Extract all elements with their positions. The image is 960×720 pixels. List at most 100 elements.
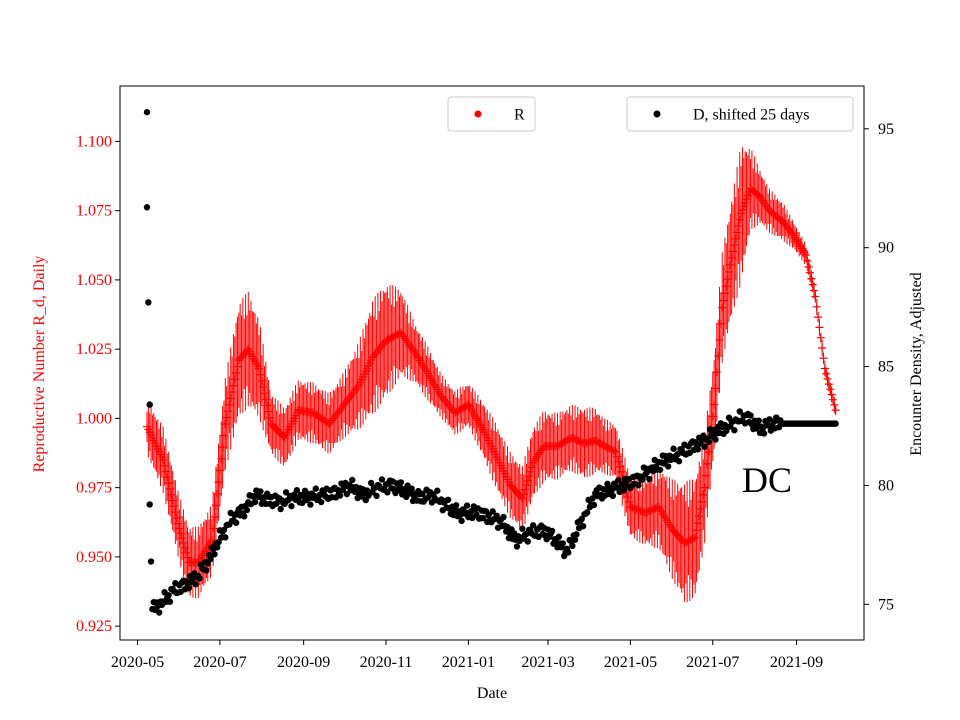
r-point [814,313,823,322]
d-point [569,542,576,550]
d-point [463,502,471,509]
d-point [251,498,259,506]
d-point [145,299,152,306]
r-point [819,354,828,363]
d-point [656,466,664,473]
d-point [166,598,174,605]
d-point [336,492,344,499]
d-point [694,446,702,453]
d-point [220,526,228,534]
r-point [808,280,817,289]
d-point [736,408,743,415]
r-point [812,302,821,311]
d-point [241,513,248,520]
d-point [343,490,351,498]
d-point [293,487,301,494]
r-point [816,333,825,342]
r-point [827,390,836,399]
r-point [815,323,824,332]
plot-area [143,108,840,616]
d-point [444,496,452,503]
left-y-axis-label: Reproductive Number R_d, Daily [31,256,48,473]
axes-frame [119,85,865,641]
d-point [609,492,617,500]
d-point [620,487,627,494]
d-point [232,519,240,526]
d-point [589,495,596,502]
d-point [419,490,426,498]
d-point [675,458,683,465]
d-point [307,501,314,508]
d-point [712,436,719,443]
d-point [192,581,199,588]
r-point [807,274,816,283]
left-y-tick-label: 1.100 [76,133,112,150]
legend-d-label: D, shifted 25 days [693,107,809,124]
r-point [824,380,833,389]
right-y-axis-label: Encounter Density, Adjusted [908,272,925,455]
d-point [674,450,681,458]
r-point [822,369,831,378]
left-y-tick-label: 0.975 [76,480,112,497]
left-y-axis: 0.925 0.950 0.975 1.000 1.025 1.050 1.075 1.100 [76,133,120,635]
d-point [524,538,531,545]
d-point [243,506,251,514]
d-point [705,438,712,446]
x-tick-label: 2020-11 [360,654,413,671]
d-point [408,485,415,492]
r-point [818,343,827,352]
d-point [529,522,537,529]
left-y-tick-label: 1.050 [76,272,112,289]
d-point [458,517,465,525]
d-point [349,476,356,484]
left-y-tick-label: 0.950 [76,549,112,566]
d-point [519,525,526,532]
right-y-tick-label: 90 [878,240,894,257]
d-point [500,513,507,521]
r-point [810,286,819,295]
d-point [548,527,556,535]
d-point [146,401,153,408]
legend-r-label: R [514,107,525,124]
d-point [288,502,295,510]
d-point [731,427,738,434]
left-y-tick-label: 1.000 [76,410,112,427]
right-y-tick-label: 95 [878,121,894,138]
x-axis-label: Date [477,685,507,702]
d-point [755,417,762,424]
d-point [317,498,325,506]
r-point [826,385,835,394]
d-point [493,512,500,520]
legend-r-box [447,96,536,132]
d-point [282,489,290,496]
d-point [485,511,492,519]
left-y-tick-label: 1.075 [76,203,112,220]
d-point [273,500,280,507]
d-point [214,544,221,551]
d-point [155,609,163,616]
d-series [143,108,839,616]
d-point [639,476,646,483]
x-tick-label: 2020-09 [277,654,330,671]
d-point [579,522,587,530]
d-point [373,492,380,500]
d-point [203,567,210,574]
d-point [832,420,839,427]
x-axis: 2020-05 2020-07 2020-09 2020-11 2021-01 2021-… [111,640,823,671]
x-tick-label: 2021-01 [442,654,495,671]
dc-annotation: DC [742,460,792,500]
r-point [811,292,820,301]
r-point [831,406,840,415]
legend-d: D, shifted 25 days [626,96,854,132]
d-point [590,501,598,509]
d-point [424,494,432,501]
d-point [555,533,563,541]
d-point [257,488,264,495]
right-y-tick-label: 80 [878,477,894,494]
d-point [367,479,375,487]
d-point [565,549,572,556]
d-point [434,487,441,494]
right-y-tick-label: 85 [878,359,894,376]
right-y-tick-label: 75 [878,596,894,613]
